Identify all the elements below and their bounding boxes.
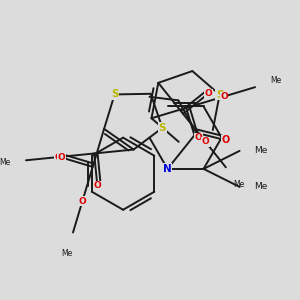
Text: O: O [195,134,203,142]
Text: Me: Me [61,249,72,258]
Text: O: O [202,137,209,146]
Text: O: O [58,153,65,162]
Text: S: S [159,123,166,133]
Text: Me: Me [0,158,10,167]
Text: S: S [216,90,224,100]
Text: O: O [94,181,101,190]
Text: O: O [220,92,228,101]
Text: O: O [205,89,212,98]
Text: N: N [163,164,172,174]
Text: S: S [111,89,118,99]
Text: Me: Me [234,180,245,189]
Text: O: O [54,153,62,162]
Text: O: O [221,135,229,145]
Text: Me: Me [254,182,267,191]
Text: Me: Me [254,146,267,155]
Text: Me: Me [270,76,281,85]
Text: O: O [79,197,86,206]
